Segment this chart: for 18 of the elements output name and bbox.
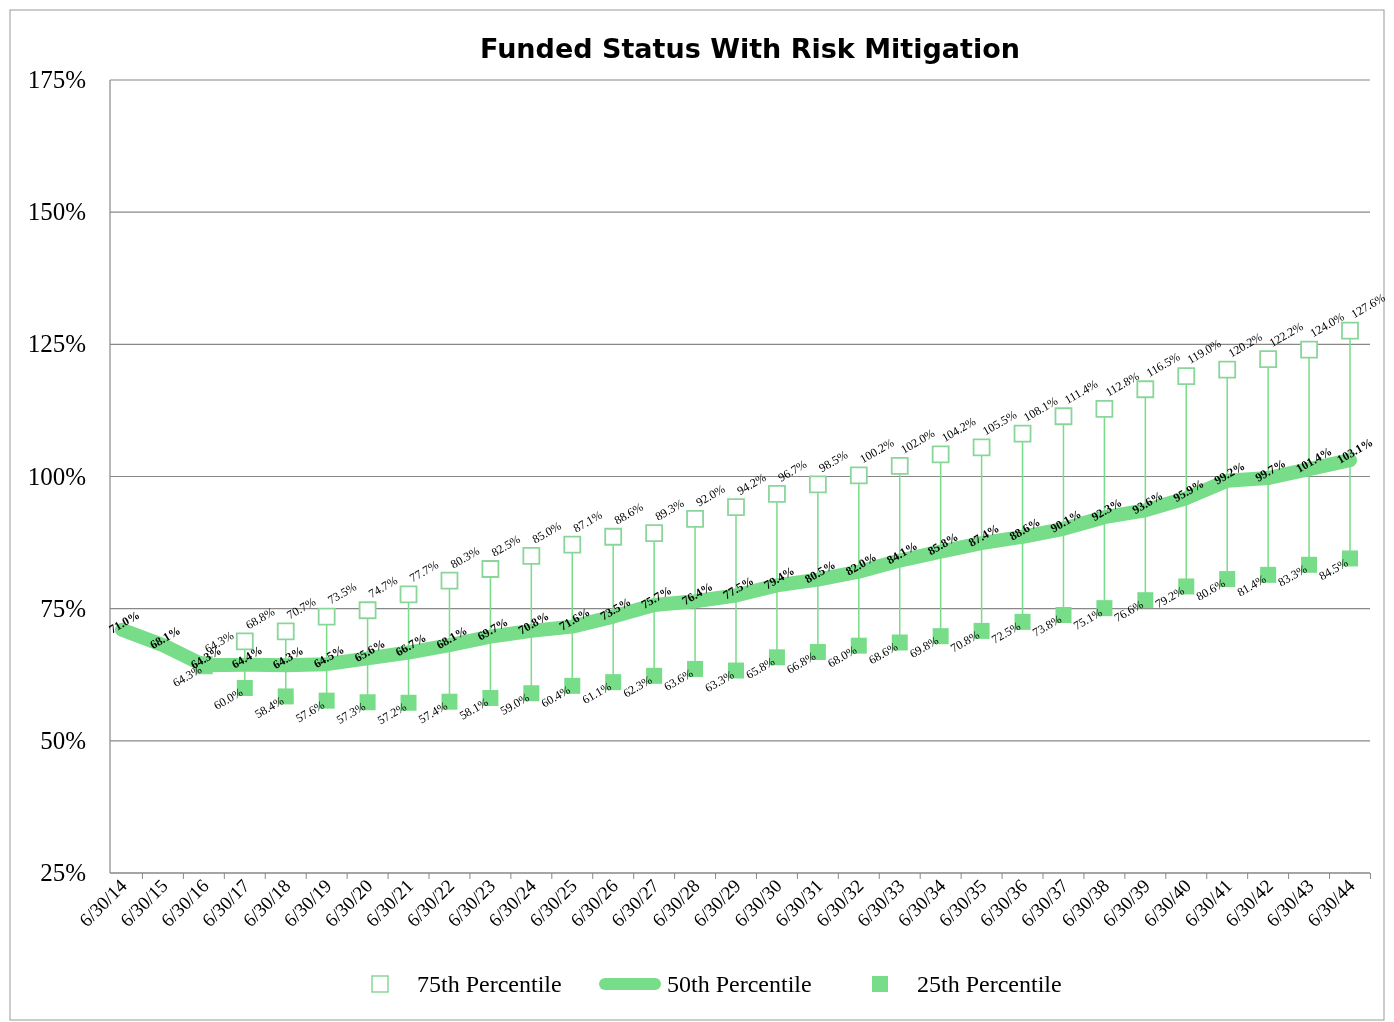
data-label: 63.6%	[661, 665, 696, 694]
y-tick-label: 125%	[27, 330, 86, 358]
legend-label: 50th Percentile	[667, 971, 812, 997]
y-tick-label: 100%	[27, 462, 86, 490]
data-label: 89.3%	[652, 496, 687, 524]
data-label: 65.8%	[743, 654, 778, 682]
y-tick-label: 175%	[27, 66, 86, 93]
legend-label: 25th Percentile	[917, 971, 1062, 997]
data-label: 74.7%	[366, 573, 400, 601]
y-tick-label: 25%	[40, 859, 86, 886]
data-label: 75.1%	[1070, 605, 1105, 633]
chart-title: Funded Status With Risk Mitigation	[480, 33, 1020, 64]
y-tick-label: 150%	[27, 198, 86, 226]
y-tick-label: 75%	[40, 594, 86, 622]
data-label: 69.8%	[907, 633, 942, 661]
y-tick-label: 50%	[40, 726, 86, 754]
legend-label: 75th Percentile	[417, 971, 562, 997]
data-label: 61.1%	[579, 679, 614, 707]
